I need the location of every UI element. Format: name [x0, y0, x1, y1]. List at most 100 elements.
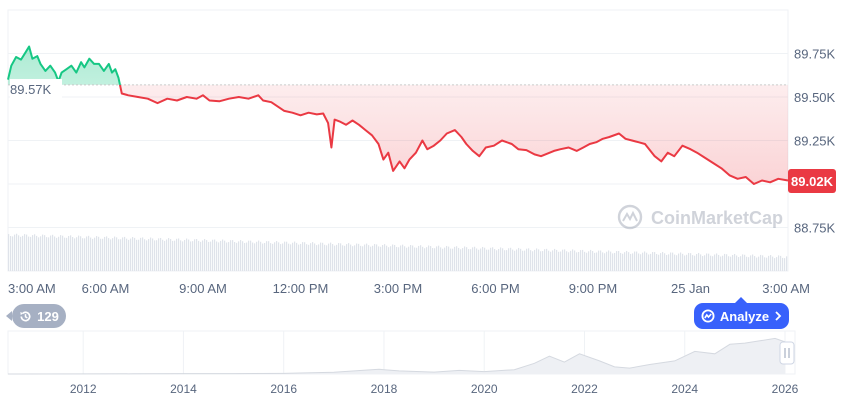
volume-bar	[766, 257, 768, 271]
volume-bar	[562, 249, 564, 271]
volume-bar	[130, 238, 132, 271]
volume-bar	[128, 239, 130, 271]
volume-bar	[34, 234, 36, 271]
volume-bar	[274, 242, 276, 271]
volume-bar	[232, 240, 234, 271]
volume-bar	[226, 242, 228, 271]
volume-bar	[258, 240, 260, 271]
volume-bar	[114, 236, 116, 271]
volume-bar	[428, 245, 430, 271]
volume-bar	[46, 237, 48, 271]
volume-bar	[314, 243, 316, 271]
volume-bar	[470, 249, 472, 271]
volume-bar	[154, 240, 156, 271]
volume-bar	[326, 245, 328, 271]
volume-bar	[320, 242, 322, 271]
volume-bar	[24, 234, 26, 271]
volume-bar	[104, 236, 106, 271]
volume-bar	[566, 251, 568, 271]
volume-bar	[14, 234, 16, 271]
volume-bar	[74, 238, 76, 271]
volume-bar	[172, 240, 174, 271]
y-tick-label: 89.50K	[794, 90, 836, 105]
volume-bar	[352, 246, 354, 271]
range-tick-label: 2024	[671, 382, 698, 396]
volume-bar	[378, 246, 380, 271]
volume-bar	[480, 248, 482, 271]
volume-bar	[460, 249, 462, 271]
volume-bar	[608, 250, 610, 271]
current-price-value: 89.02K	[791, 173, 833, 189]
area-fill-below-open	[8, 84, 788, 184]
volume-bar	[112, 238, 114, 271]
volume-bar	[644, 251, 646, 271]
volume-bar	[382, 245, 384, 271]
volume-bar	[402, 244, 404, 271]
volume-bar	[254, 243, 256, 271]
volume-bar	[570, 250, 572, 271]
volume-bar	[398, 247, 400, 271]
x-tick-label: 3:00 AM	[762, 281, 810, 296]
volume-bar	[774, 258, 776, 271]
range-selector[interactable]: 2012 2014 2016 2018 2020 2022 2024 2026	[7, 330, 799, 396]
volume-bar	[502, 248, 504, 271]
volume-bar	[456, 246, 458, 271]
volume-bar	[386, 245, 388, 271]
volume-bar	[216, 241, 218, 271]
volume-bar	[646, 252, 648, 271]
volume-bar	[780, 255, 782, 271]
volume-bar	[454, 246, 456, 271]
chevron-right-icon	[774, 311, 782, 321]
volume-bar	[190, 241, 192, 271]
volume-bar	[280, 244, 282, 271]
volume-bar	[602, 252, 604, 271]
volume-bar	[142, 237, 144, 271]
volume-bar	[344, 245, 346, 271]
volume-bar	[700, 254, 702, 271]
volume-bar	[214, 239, 216, 271]
volume-bar	[680, 252, 682, 271]
volume-bar	[80, 236, 82, 271]
volume-bar	[756, 257, 758, 271]
volume-bar	[786, 256, 788, 271]
volume-bar	[472, 247, 474, 271]
volume-bar	[22, 235, 24, 271]
volume-bar	[446, 245, 448, 271]
volume-bar	[84, 238, 86, 271]
volume-bar	[406, 247, 408, 271]
volume-bar	[528, 248, 530, 271]
volume-bar	[632, 253, 634, 271]
volume-bar	[96, 236, 98, 271]
volume-bar	[516, 249, 518, 271]
volume-bar	[598, 250, 600, 271]
volume-bar	[612, 253, 614, 271]
volume-bar	[426, 247, 428, 271]
watermark-text: CoinMarketCap	[651, 208, 783, 228]
x-tick-label: 6:00 AM	[82, 281, 130, 296]
volume-bar	[582, 249, 584, 271]
volume-bar	[724, 253, 726, 271]
volume-bar	[630, 253, 632, 271]
volume-bar	[64, 237, 66, 271]
volume-bar	[620, 252, 622, 271]
volume-bar	[368, 245, 370, 271]
volume-bar	[466, 247, 468, 271]
volume-bar	[220, 240, 222, 271]
volume-bar	[184, 239, 186, 271]
volume-bar	[196, 239, 198, 271]
volume-bar	[554, 248, 556, 271]
history-pill[interactable]: 129	[6, 304, 66, 328]
volume-bar	[186, 238, 188, 271]
volume-bar	[144, 239, 146, 271]
volume-bar	[316, 245, 318, 271]
volume-bar	[416, 247, 418, 271]
volume-bar	[672, 252, 674, 271]
volume-bar	[300, 243, 302, 271]
volume-bar	[362, 246, 364, 271]
range-area	[8, 338, 785, 374]
analyze-button[interactable]: Analyze	[694, 297, 789, 329]
volume-bar	[256, 241, 258, 271]
volume-bar	[44, 235, 46, 271]
volume-bar	[494, 249, 496, 271]
